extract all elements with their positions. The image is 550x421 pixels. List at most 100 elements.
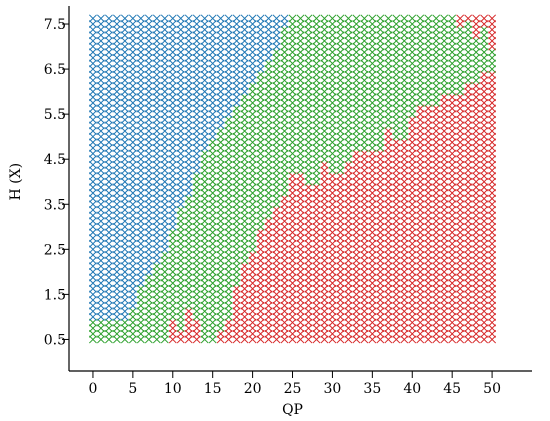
scatter-point (392, 301, 401, 310)
scatter-point (96, 42, 105, 51)
scatter-point (208, 234, 217, 243)
scatter-point (400, 42, 409, 51)
scatter-point (160, 273, 169, 282)
scatter-point (280, 93, 289, 102)
scatter-point (344, 284, 353, 293)
scatter-point (328, 329, 337, 338)
scatter-point (120, 312, 129, 321)
scatter-point (240, 160, 249, 169)
scatter-point (416, 53, 425, 62)
scatter-point (256, 155, 265, 164)
scatter-point (88, 200, 97, 209)
scatter-point (176, 312, 185, 321)
scatter-point (472, 36, 481, 45)
scatter-point (208, 172, 217, 181)
scatter-point (408, 335, 417, 344)
scatter-point (408, 53, 417, 62)
scatter-point (376, 59, 385, 68)
scatter-point (232, 222, 241, 231)
scatter-point (464, 48, 473, 57)
scatter-point (344, 149, 353, 158)
scatter-point (136, 205, 145, 214)
scatter-point (96, 14, 105, 23)
scatter-point (296, 98, 305, 107)
scatter-point (480, 194, 489, 203)
scatter-point (168, 335, 177, 344)
scatter-point (240, 256, 249, 265)
scatter-point (448, 14, 457, 23)
scatter-point (456, 251, 465, 259)
scatter-point (424, 200, 433, 209)
scatter-point (312, 296, 321, 304)
scatter-point (232, 234, 241, 243)
scatter-point (472, 70, 481, 79)
scatter-point (384, 318, 393, 327)
scatter-point (96, 31, 105, 40)
scatter-point (200, 273, 209, 282)
scatter-point (464, 115, 473, 124)
scatter-point (200, 36, 209, 45)
scatter-point (120, 324, 129, 333)
scatter-point (272, 166, 281, 175)
scatter-point (352, 104, 361, 113)
scatter-point (320, 166, 329, 175)
scatter-point (144, 98, 153, 107)
scatter-point (392, 296, 401, 304)
scatter-point (280, 132, 289, 141)
scatter-point (312, 290, 321, 299)
scatter-point (376, 177, 385, 186)
scatter-point (232, 31, 241, 40)
scatter-point (96, 324, 105, 333)
scatter-point (400, 256, 409, 265)
scatter-point (384, 65, 393, 74)
scatter-point (328, 279, 337, 288)
scatter-point (128, 211, 137, 220)
scatter-point (328, 290, 337, 299)
scatter-point (296, 82, 305, 90)
scatter-point (472, 48, 481, 57)
scatter-point (168, 160, 177, 169)
scatter-point (224, 234, 233, 243)
scatter-point (320, 318, 329, 327)
scatter-point (216, 110, 225, 119)
scatter-point (96, 296, 105, 304)
scatter-point (336, 234, 345, 243)
scatter-point (368, 166, 377, 175)
scatter-point (224, 324, 233, 333)
scatter-point (472, 14, 481, 23)
scatter-point (280, 70, 289, 79)
scatter-point (376, 138, 385, 147)
scatter-point (288, 110, 297, 119)
scatter-point (320, 262, 329, 271)
scatter-point (328, 284, 337, 293)
scatter-point (464, 301, 473, 310)
scatter-point (368, 65, 377, 74)
scatter-point (232, 267, 241, 276)
scatter-point (224, 155, 233, 164)
scatter-point (352, 324, 361, 333)
scatter-point (184, 318, 193, 327)
y-tick-label: 4.5 (44, 152, 66, 168)
scatter-point (288, 104, 297, 113)
scatter-point (120, 87, 129, 96)
scatter-point (456, 329, 465, 338)
scatter-point (168, 20, 177, 28)
scatter-point (400, 110, 409, 119)
scatter-point (224, 217, 233, 226)
scatter-point (280, 273, 289, 282)
scatter-point (128, 273, 137, 282)
scatter-point (184, 127, 193, 135)
scatter-point (336, 189, 345, 197)
scatter-point (424, 324, 433, 333)
scatter-point (464, 31, 473, 40)
scatter-point (280, 31, 289, 40)
scatter-point (456, 189, 465, 197)
scatter-point (320, 239, 329, 248)
scatter-point (160, 121, 169, 130)
scatter-point (304, 228, 313, 237)
scatter-point (272, 20, 281, 28)
scatter-point (320, 307, 329, 316)
scatter-point (240, 183, 249, 192)
scatter-point (96, 121, 105, 130)
scatter-point (128, 25, 137, 34)
